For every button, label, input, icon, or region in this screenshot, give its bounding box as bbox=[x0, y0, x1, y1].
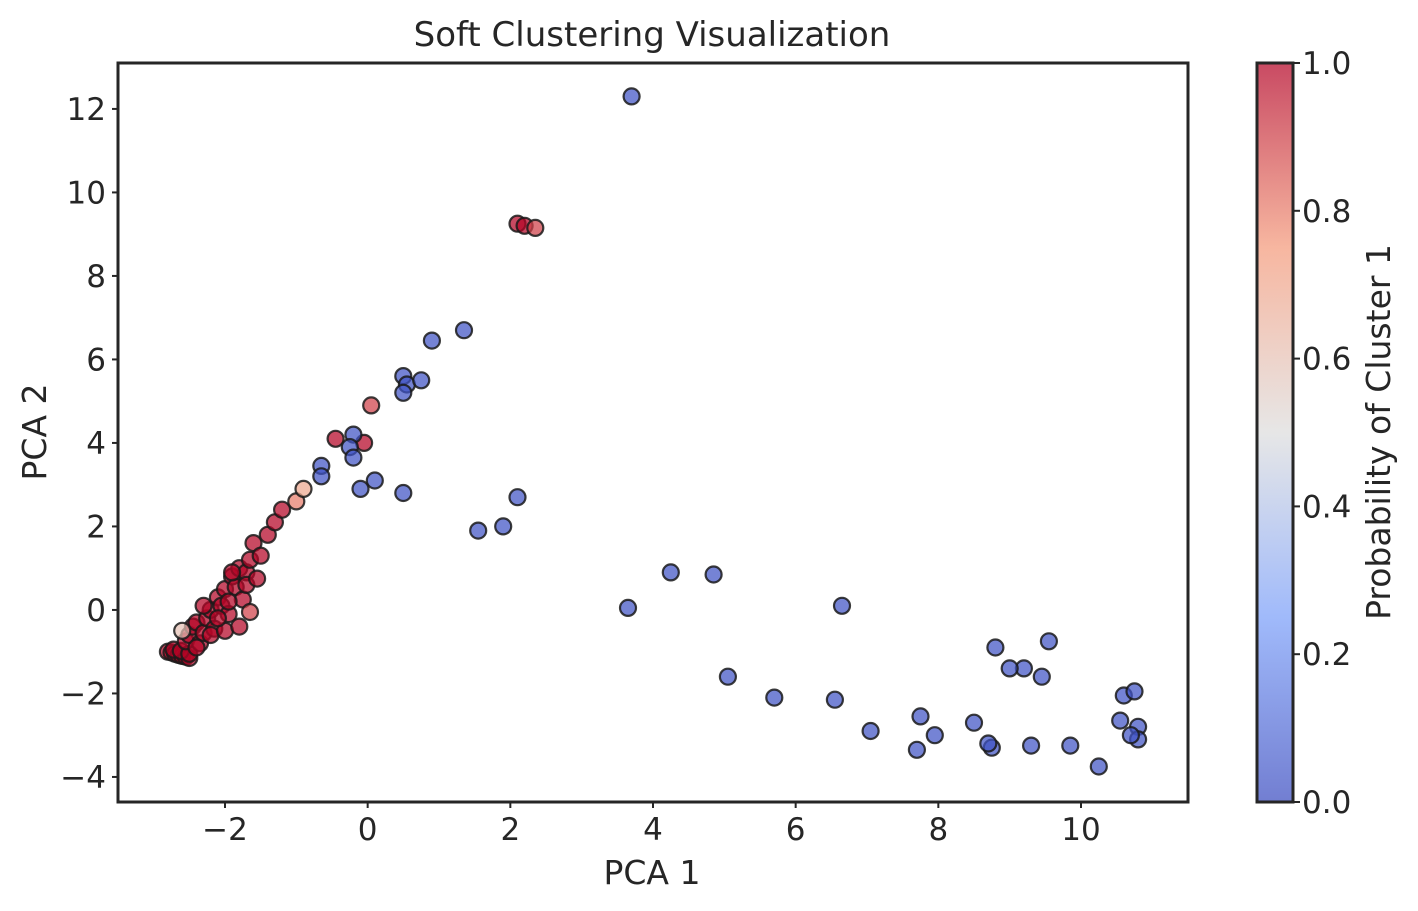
colorbar-frame bbox=[1255, 61, 1295, 804]
data-point bbox=[173, 621, 192, 640]
y-tick-label: 4 bbox=[86, 426, 106, 462]
chart-title: Soft Clustering Visualization bbox=[414, 15, 891, 55]
x-tick-label: −2 bbox=[202, 812, 248, 848]
colorbar-gradient bbox=[1257, 63, 1293, 802]
data-point bbox=[362, 396, 381, 415]
y-tick-label: 6 bbox=[86, 342, 106, 378]
data-point bbox=[219, 592, 238, 611]
data-point bbox=[454, 321, 474, 340]
data-point bbox=[194, 596, 213, 615]
data-point bbox=[508, 488, 527, 507]
data-point bbox=[494, 517, 513, 536]
data-point bbox=[979, 734, 998, 753]
data-point bbox=[187, 638, 206, 657]
colorbar-tick-label: 1.0 bbox=[1302, 46, 1351, 82]
colorbar-tick-label: 0.4 bbox=[1302, 489, 1351, 525]
colorbar-tick-label: 0.2 bbox=[1302, 637, 1351, 673]
y-tick-label: 2 bbox=[86, 509, 106, 545]
x-axis-ticks: −2 0 2 4 6 8 10 bbox=[202, 802, 1101, 848]
data-point bbox=[1061, 736, 1080, 755]
data-point bbox=[312, 467, 331, 486]
data-point bbox=[208, 609, 227, 628]
data-point bbox=[718, 667, 738, 686]
data-point bbox=[1032, 667, 1051, 686]
data-point bbox=[661, 563, 680, 582]
data-point bbox=[273, 500, 292, 519]
data-point bbox=[1000, 659, 1019, 678]
colorbar-tick-label: 0.6 bbox=[1302, 342, 1351, 378]
data-point bbox=[1111, 711, 1130, 730]
data-point bbox=[230, 617, 249, 636]
data-point bbox=[1121, 726, 1141, 745]
data-point bbox=[1089, 757, 1108, 776]
x-tick-label: 2 bbox=[500, 812, 520, 848]
data-point bbox=[394, 383, 413, 402]
data-point bbox=[1039, 632, 1059, 651]
data-point bbox=[618, 598, 638, 618]
data-point bbox=[832, 596, 852, 615]
colorbar-label: Probability of Cluster 1 bbox=[1359, 244, 1398, 620]
data-point bbox=[365, 471, 384, 490]
plot-frame bbox=[116, 61, 1190, 804]
data-point bbox=[394, 483, 413, 503]
data-point bbox=[251, 546, 270, 565]
x-axis-label: PCA 1 bbox=[603, 853, 700, 892]
points-layer bbox=[158, 87, 1148, 776]
data-point bbox=[911, 707, 930, 726]
data-point bbox=[964, 713, 984, 732]
data-point bbox=[986, 638, 1005, 657]
data-point bbox=[825, 690, 845, 709]
y-axis-label: PCA 2 bbox=[15, 383, 54, 480]
x-tick-label: 4 bbox=[643, 812, 663, 848]
y-tick-label: −4 bbox=[60, 760, 106, 796]
data-point bbox=[526, 218, 545, 237]
data-point bbox=[861, 721, 880, 741]
colorbar-tick-label: 0.0 bbox=[1302, 785, 1351, 821]
y-tick-label: 0 bbox=[86, 593, 106, 629]
y-tick-label: 12 bbox=[67, 92, 106, 128]
data-point bbox=[344, 448, 363, 467]
data-point bbox=[765, 688, 784, 707]
y-axis-ticks: −4 −2 0 2 4 6 8 10 12 bbox=[60, 92, 118, 796]
data-point bbox=[704, 565, 723, 584]
data-point bbox=[422, 331, 441, 350]
data-point bbox=[326, 429, 345, 448]
x-tick-label: 6 bbox=[786, 812, 806, 848]
data-point bbox=[1021, 736, 1041, 755]
data-point bbox=[248, 569, 267, 588]
y-tick-label: 8 bbox=[86, 259, 106, 295]
data-point bbox=[907, 740, 927, 759]
colorbar-tick-label: 0.8 bbox=[1302, 194, 1351, 230]
x-tick-label: 10 bbox=[1061, 812, 1100, 848]
data-point bbox=[223, 563, 242, 582]
colorbar-ticks: 0.0 0.2 0.4 0.6 0.8 1.0 bbox=[1293, 46, 1351, 821]
data-point bbox=[294, 479, 313, 498]
x-tick-label: 0 bbox=[358, 812, 378, 848]
data-point bbox=[412, 371, 431, 390]
data-point bbox=[469, 521, 488, 540]
data-point bbox=[1125, 682, 1144, 701]
y-tick-label: 10 bbox=[67, 175, 106, 211]
data-point bbox=[622, 87, 641, 106]
x-tick-label: 8 bbox=[928, 812, 948, 848]
y-tick-label: −2 bbox=[60, 676, 106, 712]
data-point bbox=[240, 602, 260, 622]
data-point bbox=[351, 479, 370, 498]
data-point bbox=[925, 726, 944, 745]
